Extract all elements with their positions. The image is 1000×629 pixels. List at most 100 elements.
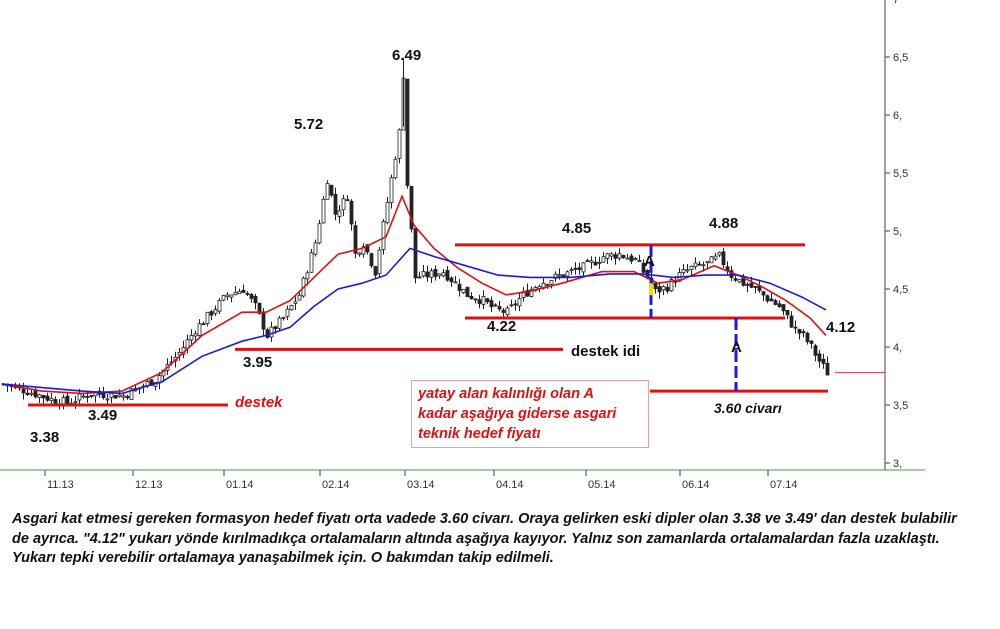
candle-body	[277, 317, 282, 329]
candle-body	[621, 255, 626, 258]
candle-body	[753, 286, 758, 288]
candle-body	[517, 298, 522, 307]
moving-average-lines	[1, 194, 827, 395]
candle-body	[197, 323, 202, 336]
candle-body	[701, 264, 706, 267]
candle-body	[581, 262, 586, 273]
candle-body	[345, 199, 350, 202]
moving-average-line	[1, 247, 827, 395]
x-tick-label: 03.14	[407, 479, 435, 491]
candle-body	[369, 253, 374, 267]
candle-body	[813, 345, 818, 356]
candle-body	[509, 304, 514, 307]
price-label: 5.72	[294, 116, 323, 133]
candle-body	[557, 274, 562, 277]
price-label: 6.49	[392, 47, 421, 64]
candle-body	[709, 256, 714, 264]
candle-body	[665, 286, 670, 292]
candle-body	[473, 298, 478, 301]
x-tick-label: 01.14	[226, 479, 254, 491]
candle-body	[329, 184, 334, 196]
candle-body	[341, 198, 346, 211]
candle-body	[513, 303, 518, 306]
candle-body	[641, 262, 646, 273]
x-tick-label: 12.13	[135, 479, 163, 491]
candle-body	[25, 392, 30, 395]
candle-body	[249, 294, 254, 299]
candle-body	[729, 270, 734, 278]
candle-body	[685, 269, 690, 272]
candle-body	[293, 301, 298, 304]
candle-body	[809, 340, 814, 344]
measure-label: A	[644, 253, 655, 270]
candle-body	[453, 281, 458, 284]
candle-body	[233, 291, 238, 296]
candle-body	[605, 253, 610, 259]
candle-body	[313, 242, 318, 255]
candle-body	[73, 401, 78, 404]
y-tick-label: 4,	[893, 342, 902, 354]
measure-label: A	[731, 339, 742, 356]
price-label: 4.12	[826, 319, 855, 336]
candle-body	[205, 311, 210, 325]
candle-body	[681, 269, 686, 273]
x-tick-label: 06.14	[682, 479, 710, 491]
candle-body	[817, 353, 822, 362]
candle-body	[437, 273, 442, 277]
candle-body	[289, 304, 294, 311]
candle-body	[229, 294, 234, 298]
level-label: destek	[235, 394, 283, 411]
candle-body	[241, 289, 246, 293]
candle-body	[765, 295, 770, 302]
price-label: 3.95	[243, 354, 272, 371]
candle-body	[457, 283, 462, 291]
candle-body	[781, 304, 786, 312]
candle-body	[653, 282, 658, 289]
candle-body	[105, 398, 110, 401]
candle-body	[373, 266, 378, 276]
x-tick-label: 05.14	[588, 479, 616, 491]
candle-body	[45, 395, 50, 401]
candle-body	[357, 252, 362, 255]
y-tick-label: 6,	[893, 110, 902, 122]
candle-body	[81, 395, 86, 398]
candle-body	[561, 274, 566, 278]
candle-body	[793, 326, 798, 329]
level-label: destek idi	[571, 343, 640, 360]
candle-body	[221, 295, 226, 301]
candle-body	[469, 296, 474, 300]
annotation-line: teknik hedef fiyatı	[418, 426, 541, 442]
candle-body	[693, 262, 698, 268]
x-tick-label: 04.14	[496, 479, 524, 491]
candle-body	[713, 255, 718, 260]
candle-body	[409, 185, 414, 230]
candle-body	[445, 270, 450, 281]
x-tick-label: 11.13	[47, 479, 74, 491]
candle-body	[321, 198, 326, 224]
candle-body	[361, 246, 366, 255]
candle-body	[285, 308, 290, 317]
candle-body	[777, 303, 782, 308]
chart-labels: A A 6.49 5.72 4.85 4.88 4.22 3.95 3.49 3.38 4.12 de…	[30, 47, 855, 446]
candle-body	[433, 269, 438, 277]
candle-body	[797, 329, 802, 334]
candle-body	[225, 294, 230, 298]
candle-body	[549, 280, 554, 285]
y-tick-label: 5,	[893, 226, 902, 238]
candle-body	[609, 253, 614, 257]
candle-body	[669, 279, 674, 292]
candle-body	[309, 252, 314, 273]
y-tick-label: 3,	[893, 458, 902, 470]
candle-body	[201, 323, 206, 326]
candle-body	[333, 193, 338, 215]
candle-body	[281, 317, 286, 319]
caption: Asgari kat etmesi gereken formasyon hede…	[12, 511, 957, 566]
candle-body	[805, 332, 810, 342]
candle-body	[77, 393, 82, 401]
candle-body	[41, 394, 46, 399]
candle-body	[545, 283, 550, 286]
candle-body	[101, 392, 106, 399]
candle-body	[117, 394, 122, 398]
y-tick-label: 7	[893, 0, 899, 6]
candle-body	[449, 277, 454, 283]
